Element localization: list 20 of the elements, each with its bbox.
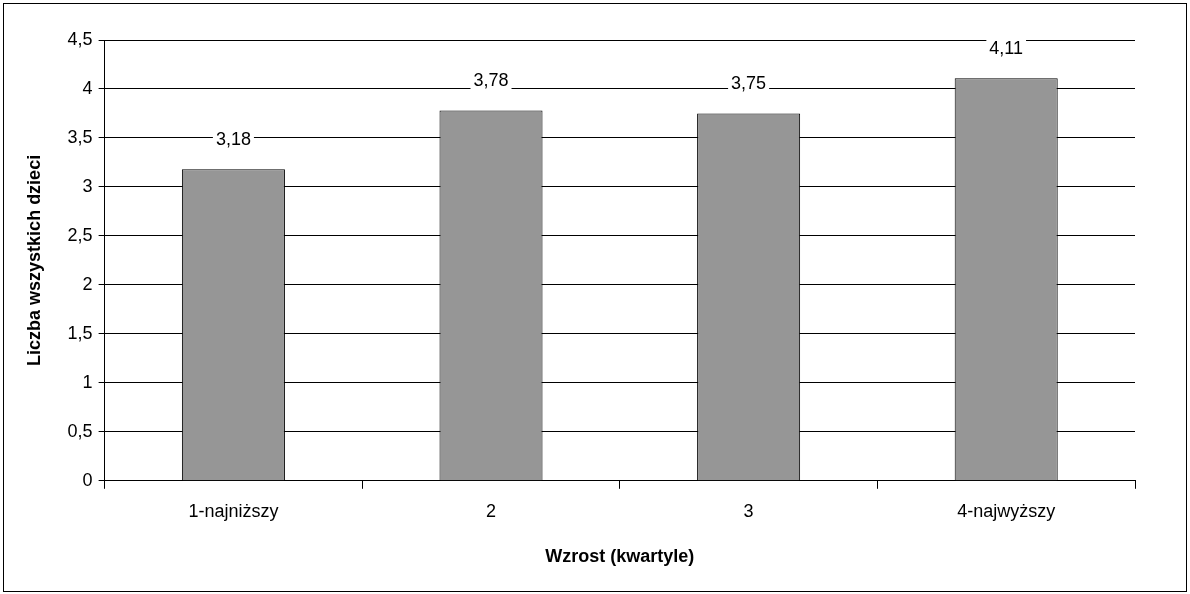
x-tick-label: 1-najniższy	[188, 500, 279, 521]
data-label: 4,11	[989, 38, 1024, 59]
y-tick-label: 1	[82, 371, 93, 392]
y-tick-label: 3	[82, 175, 93, 196]
y-axis-title: Liczba wszystkich dzieci	[23, 154, 44, 366]
y-tick-label: 4	[82, 77, 93, 98]
y-tick-label: 0	[82, 469, 93, 490]
data-label: 3,78	[473, 70, 509, 91]
x-tick-label: 4-najwyższy	[957, 500, 1056, 521]
y-tick-label: 2	[82, 273, 93, 294]
x-tick-label: 3	[743, 500, 754, 521]
y-tick-label: 2,5	[67, 224, 93, 245]
data-label: 3,75	[731, 73, 767, 94]
y-tick-label: 3,5	[67, 126, 93, 147]
y-tick-label: 0,5	[67, 420, 93, 441]
x-tick-label: 2	[486, 500, 497, 521]
y-tick-label: 1,5	[67, 322, 93, 343]
y-tick-label: 4,5	[67, 28, 93, 49]
x-axis-title: Wzrost (kwartyle)	[545, 546, 695, 567]
data-label: 3,18	[215, 129, 251, 150]
